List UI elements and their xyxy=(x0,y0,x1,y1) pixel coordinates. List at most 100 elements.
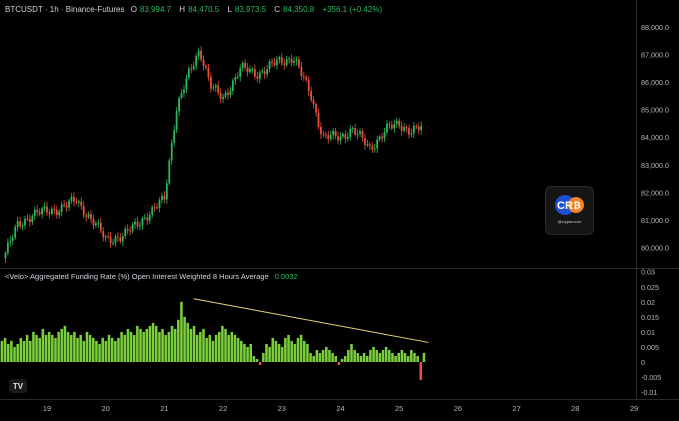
symbol-title[interactable]: BTCUSDT · 1h · Binance-Futures xyxy=(5,5,125,14)
funding-bar xyxy=(384,346,388,362)
funding-bar xyxy=(413,352,416,362)
funding-bar xyxy=(328,349,331,362)
candle-body xyxy=(46,206,48,213)
price-axis[interactable]: 88,000.0 87,000.0 86,000.0 85,000.0 84,000.0… xyxy=(641,23,669,252)
candle-body xyxy=(349,128,352,138)
funding-bar xyxy=(208,334,212,362)
candle-body xyxy=(9,240,12,243)
funding-bar xyxy=(10,340,13,362)
funding-bar xyxy=(104,340,108,362)
candle-body xyxy=(119,237,122,242)
funding-bar xyxy=(265,343,268,362)
candle-body xyxy=(209,76,212,89)
candle-body xyxy=(246,67,249,73)
candle-body xyxy=(114,236,117,243)
indicator-title[interactable]: <Velo> Aggregated Funding Rate (%) Open … xyxy=(5,272,269,281)
funding-bar xyxy=(252,355,256,362)
funding-bar xyxy=(243,343,246,362)
funding-bar xyxy=(139,328,142,362)
funding-bar xyxy=(57,331,60,362)
funding-bar xyxy=(343,355,347,362)
time-tick-label: 29 xyxy=(630,404,638,413)
candle-body xyxy=(50,208,53,214)
candle-body xyxy=(205,66,207,68)
candle-body xyxy=(354,127,357,135)
candle-body xyxy=(241,62,244,69)
funding-bar xyxy=(120,331,123,362)
funding-bar xyxy=(16,343,19,362)
candle-body xyxy=(143,217,146,219)
funding-bar xyxy=(82,340,86,362)
candle-body xyxy=(295,59,298,61)
time-tick-label: 20 xyxy=(102,404,110,413)
close-value: 84,350.8 xyxy=(283,5,315,14)
funding-bar xyxy=(236,337,240,362)
candle-body xyxy=(256,76,259,79)
price-tick-label: 88,000.0 xyxy=(641,23,669,32)
candle-body xyxy=(26,218,29,220)
funding-bar xyxy=(287,334,290,362)
candle-body xyxy=(33,209,36,217)
funding-bar xyxy=(6,343,10,362)
candle-body xyxy=(420,126,423,131)
candle-body xyxy=(280,57,283,64)
cryptorover-watermark: CR ₿ @cryptorover xyxy=(545,186,594,235)
time-axis[interactable]: 19 20 21 22 23 24 25 26 27 28 29 xyxy=(43,404,638,413)
funding-bar xyxy=(340,358,344,362)
indicator-tick-label: 0.02 xyxy=(641,298,655,307)
funding-bar xyxy=(22,340,26,362)
funding-bar xyxy=(38,337,42,362)
candle-body xyxy=(236,76,239,78)
funding-bar xyxy=(240,340,243,362)
funding-bar xyxy=(419,362,423,381)
funding-bar xyxy=(403,352,407,362)
candle-body xyxy=(139,225,141,227)
candle-body xyxy=(219,92,222,99)
time-tick-label: 28 xyxy=(571,404,579,413)
candle-body xyxy=(104,236,107,238)
funding-bar xyxy=(290,340,293,362)
tradingview-logo-icon[interactable]: TV xyxy=(9,379,27,393)
indicator-legend[interactable]: <Velo> Aggregated Funding Rate (%) Open … xyxy=(5,272,298,281)
funding-bar xyxy=(202,328,205,362)
candle-body xyxy=(58,211,61,216)
candle-body xyxy=(378,136,381,140)
funding-bar xyxy=(381,349,385,362)
time-tick-label: 23 xyxy=(278,404,286,413)
funding-bar xyxy=(51,334,54,362)
candle-body xyxy=(48,212,51,214)
funding-bar xyxy=(321,349,325,362)
candle-body xyxy=(351,127,354,129)
candle-body xyxy=(417,126,420,131)
funding-bar xyxy=(189,328,193,362)
funding-bar xyxy=(375,349,378,362)
candle-body xyxy=(19,221,21,227)
indicator-tick-label: 0.025 xyxy=(641,283,659,292)
candle-body xyxy=(227,92,229,96)
funding-bar xyxy=(0,340,4,362)
funding-bar xyxy=(167,331,171,362)
funding-bar xyxy=(230,331,234,362)
funding-bar xyxy=(154,325,158,362)
symbol-legend[interactable]: BTCUSDT · 1h · Binance-Futures O 83,994.7… xyxy=(5,5,385,14)
funding-bar xyxy=(66,331,70,362)
funding-bar xyxy=(54,337,57,362)
candle-body xyxy=(393,123,396,129)
funding-bar xyxy=(35,334,38,362)
candle-body xyxy=(371,145,374,150)
candle-body xyxy=(156,207,158,209)
candle-body xyxy=(302,75,305,78)
funding-bar xyxy=(347,349,350,362)
price-tick-label: 86,000.0 xyxy=(641,78,669,87)
candle-body xyxy=(163,195,166,200)
price-tick-label: 84,000.0 xyxy=(641,133,669,142)
funding-bar xyxy=(227,334,230,362)
indicator-axis[interactable]: 0.03 0.025 0.02 0.015 0.01 0.005 0 -0.005 -0.01 xyxy=(641,268,661,397)
candle-body xyxy=(261,71,264,73)
funding-bar xyxy=(406,355,410,362)
funding-bar xyxy=(170,325,174,362)
candle-body xyxy=(136,221,139,227)
candle-body xyxy=(180,92,183,98)
candle-body xyxy=(38,212,41,215)
